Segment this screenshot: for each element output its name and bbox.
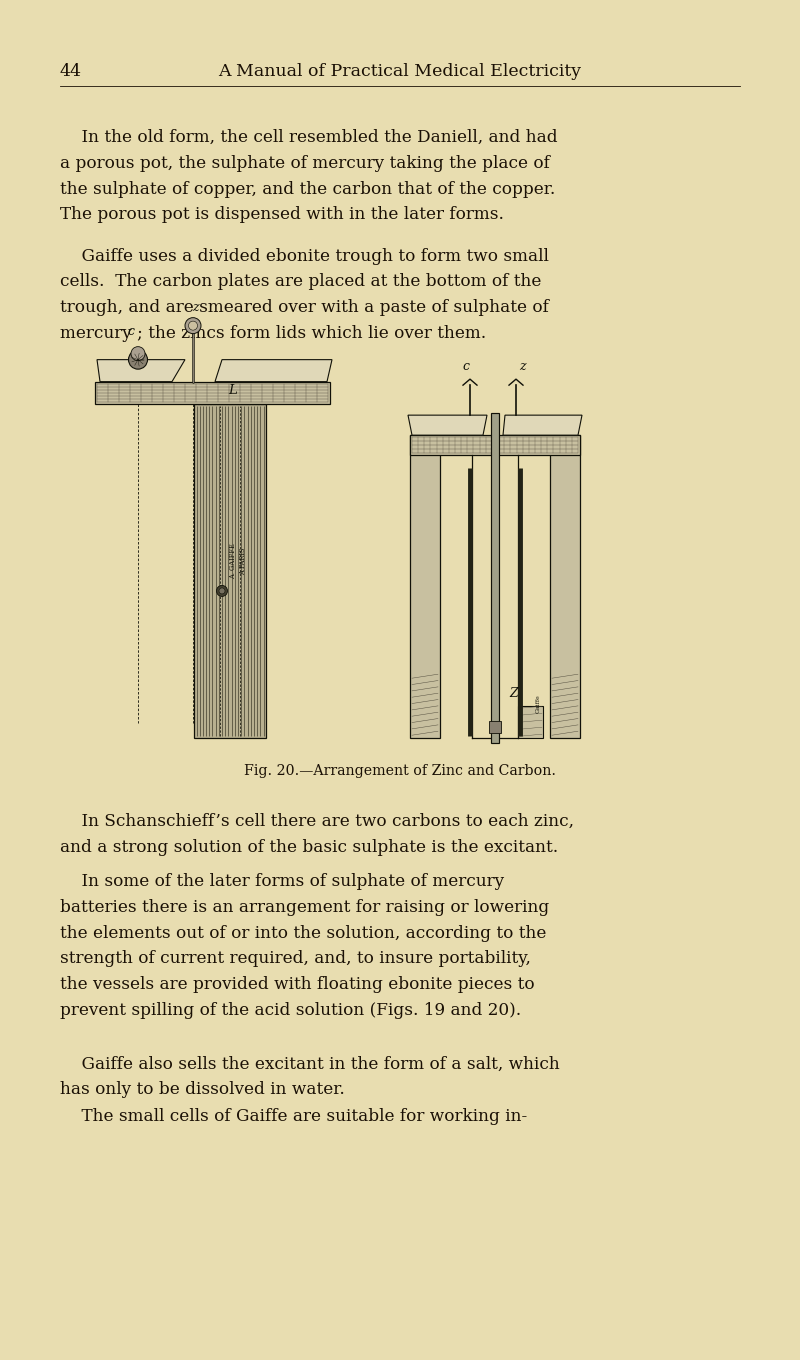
Text: z: z [192,301,198,314]
Bar [410,435,440,738]
Text: Gaiffe uses a divided ebonite trough to form two small: Gaiffe uses a divided ebonite trough to … [60,248,549,265]
Circle shape [217,585,227,597]
Text: In some of the later forms of sulphate of mercury: In some of the later forms of sulphate o… [60,873,504,891]
Polygon shape [408,415,487,435]
Polygon shape [97,359,185,382]
Text: a porous pot, the sulphate of mercury taking the place of: a porous pot, the sulphate of mercury ta… [60,155,550,171]
Text: z: z [518,360,526,373]
Text: L: L [228,384,237,397]
Text: Z: Z [509,687,518,699]
Text: Gaiffe also sells the excitant in the form of a salt, which: Gaiffe also sells the excitant in the fo… [60,1055,560,1072]
Polygon shape [215,359,332,382]
Text: A. GAIFFE
A PARIS: A. GAIFFE A PARIS [230,543,246,579]
Text: Gaiffe: Gaiffe [535,694,541,713]
Circle shape [131,347,145,360]
Bar [491,413,499,743]
Text: Fig. 20.—Arrangement of Zinc and Carbon.: Fig. 20.—Arrangement of Zinc and Carbon. [244,764,556,778]
Text: the vessels are provided with floating ebonite pieces to: the vessels are provided with floating e… [60,976,534,993]
Bar [550,435,580,738]
Text: has only to be dissolved in water.: has only to be dissolved in water. [60,1081,345,1098]
Text: mercury ; the zincs form lids which lie over them.: mercury ; the zincs form lids which lie … [60,325,486,341]
Polygon shape [503,415,582,435]
Text: the sulphate of copper, and the carbon that of the copper.: the sulphate of copper, and the carbon t… [60,181,555,197]
Text: In Schanschieff’s cell there are two carbons to each zinc,: In Schanschieff’s cell there are two car… [60,813,574,830]
Text: the elements out of or into the solution, according to the: the elements out of or into the solution… [60,925,546,941]
Circle shape [185,318,201,333]
Text: batteries there is an arrangement for raising or lowering: batteries there is an arrangement for ra… [60,899,550,915]
Text: The small cells of Gaiffe are suitable for working in-: The small cells of Gaiffe are suitable f… [60,1108,527,1126]
Text: c: c [127,325,134,337]
Text: cells.  The carbon plates are placed at the bottom of the: cells. The carbon plates are placed at t… [60,273,542,290]
Text: The porous pot is dispensed with in the later forms.: The porous pot is dispensed with in the … [60,207,504,223]
Text: In the old form, the cell resembled the Daniell, and had: In the old form, the cell resembled the … [60,129,558,147]
Bar [489,721,501,733]
Bar [194,404,266,738]
Bar [472,456,518,738]
Text: trough, and are smeared over with a paste of sulphate of: trough, and are smeared over with a past… [60,299,549,316]
Text: strength of current required, and, to insure portability,: strength of current required, and, to in… [60,951,531,967]
Text: prevent spilling of the acid solution (Figs. 19 and 20).: prevent spilling of the acid solution (F… [60,1002,522,1019]
Text: 44: 44 [60,64,82,80]
Text: and a strong solution of the basic sulphate is the excitant.: and a strong solution of the basic sulph… [60,839,558,855]
Bar [410,435,580,456]
Circle shape [219,588,225,594]
Bar [95,382,330,404]
Circle shape [189,321,198,330]
Bar [518,706,543,738]
Text: c: c [462,360,470,373]
Circle shape [129,350,147,369]
Text: A Manual of Practical Medical Electricity: A Manual of Practical Medical Electricit… [218,64,582,80]
